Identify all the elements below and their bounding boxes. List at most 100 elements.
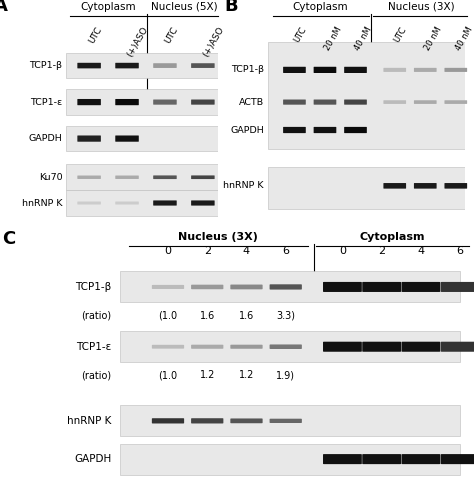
Text: hnRNP K: hnRNP K: [223, 182, 264, 190]
Text: B: B: [225, 0, 238, 15]
Text: 40 nM: 40 nM: [353, 25, 374, 52]
FancyBboxPatch shape: [314, 100, 337, 104]
Text: 2: 2: [204, 246, 211, 256]
FancyBboxPatch shape: [191, 418, 223, 424]
FancyBboxPatch shape: [314, 127, 337, 133]
FancyBboxPatch shape: [344, 67, 367, 73]
Text: (+)ASO: (+)ASO: [125, 25, 150, 58]
FancyBboxPatch shape: [115, 136, 139, 142]
FancyBboxPatch shape: [445, 100, 467, 104]
Text: A: A: [0, 0, 8, 15]
Text: 1.6: 1.6: [200, 311, 215, 321]
FancyBboxPatch shape: [283, 127, 306, 133]
FancyBboxPatch shape: [152, 418, 184, 424]
Text: 4: 4: [243, 246, 250, 256]
Text: (1.0: (1.0: [158, 311, 178, 321]
Text: 3.3): 3.3): [276, 311, 295, 321]
FancyBboxPatch shape: [401, 282, 440, 292]
Text: 40 nM: 40 nM: [454, 25, 474, 52]
Text: 0: 0: [339, 246, 346, 256]
FancyBboxPatch shape: [230, 419, 263, 423]
Text: UTC: UTC: [87, 25, 104, 44]
FancyBboxPatch shape: [77, 63, 101, 68]
Bar: [120, 444, 460, 475]
FancyBboxPatch shape: [323, 342, 362, 352]
Text: hnRNP K: hnRNP K: [67, 416, 111, 426]
Bar: [120, 406, 460, 436]
Text: TCP1-β: TCP1-β: [29, 61, 63, 70]
FancyBboxPatch shape: [191, 63, 215, 68]
Text: Cytoplasm: Cytoplasm: [80, 2, 136, 12]
FancyBboxPatch shape: [414, 68, 437, 72]
FancyBboxPatch shape: [441, 342, 474, 352]
FancyBboxPatch shape: [401, 342, 440, 352]
FancyBboxPatch shape: [230, 345, 263, 349]
FancyBboxPatch shape: [191, 175, 215, 179]
FancyBboxPatch shape: [383, 183, 406, 189]
Text: TCP1-ε: TCP1-ε: [30, 98, 63, 106]
FancyBboxPatch shape: [230, 285, 263, 289]
Bar: [66, 53, 218, 79]
Bar: [120, 271, 460, 303]
Text: 1.6: 1.6: [239, 311, 254, 321]
Bar: [66, 190, 218, 216]
Text: 1.2: 1.2: [239, 370, 254, 381]
Text: UTC: UTC: [392, 25, 409, 43]
Text: 1.2: 1.2: [200, 370, 215, 381]
FancyBboxPatch shape: [153, 100, 177, 104]
Text: 0: 0: [164, 246, 172, 256]
FancyBboxPatch shape: [152, 345, 184, 348]
FancyBboxPatch shape: [344, 100, 367, 104]
FancyBboxPatch shape: [383, 68, 406, 72]
Text: Nucleus (5X): Nucleus (5X): [151, 2, 217, 12]
Text: GAPDH: GAPDH: [29, 134, 63, 143]
FancyBboxPatch shape: [77, 176, 101, 179]
Text: Nucleus (3X): Nucleus (3X): [388, 2, 454, 12]
Text: TCP1-ε: TCP1-ε: [76, 342, 111, 352]
Text: 20 nM: 20 nM: [423, 25, 444, 52]
Bar: [66, 126, 218, 151]
Text: (+)ASO: (+)ASO: [201, 25, 226, 58]
Text: C: C: [2, 229, 16, 247]
FancyBboxPatch shape: [414, 100, 437, 104]
Text: 1.9): 1.9): [276, 370, 295, 381]
FancyBboxPatch shape: [445, 68, 467, 72]
FancyBboxPatch shape: [283, 100, 306, 104]
FancyBboxPatch shape: [441, 282, 474, 292]
FancyBboxPatch shape: [323, 454, 362, 464]
FancyBboxPatch shape: [77, 99, 101, 105]
FancyBboxPatch shape: [191, 345, 223, 349]
Text: GAPDH: GAPDH: [74, 454, 111, 464]
Text: Cytoplasm: Cytoplasm: [360, 231, 425, 242]
FancyBboxPatch shape: [115, 176, 139, 179]
FancyBboxPatch shape: [270, 345, 302, 349]
FancyBboxPatch shape: [323, 282, 362, 292]
Bar: [120, 331, 460, 362]
FancyBboxPatch shape: [115, 202, 139, 204]
FancyBboxPatch shape: [362, 342, 401, 352]
FancyBboxPatch shape: [153, 63, 177, 68]
Text: (hr): (hr): [473, 246, 474, 256]
Text: 6: 6: [282, 246, 289, 256]
FancyBboxPatch shape: [362, 282, 401, 292]
Bar: [268, 166, 465, 209]
FancyBboxPatch shape: [191, 201, 215, 205]
FancyBboxPatch shape: [77, 202, 101, 204]
FancyBboxPatch shape: [314, 67, 337, 73]
Text: hnRNP K: hnRNP K: [22, 199, 63, 207]
Text: 6: 6: [456, 246, 464, 256]
FancyBboxPatch shape: [445, 183, 467, 189]
Text: Cytoplasm: Cytoplasm: [293, 2, 348, 12]
Bar: [66, 89, 218, 115]
Text: (ratio): (ratio): [81, 370, 111, 381]
FancyBboxPatch shape: [270, 285, 302, 289]
Text: Nucleus (3X): Nucleus (3X): [178, 231, 258, 242]
Text: TCP1-β: TCP1-β: [231, 65, 264, 74]
FancyBboxPatch shape: [191, 285, 223, 289]
FancyBboxPatch shape: [344, 127, 367, 133]
Text: TCP1-β: TCP1-β: [75, 282, 111, 292]
FancyBboxPatch shape: [153, 175, 177, 179]
Text: UTC: UTC: [292, 25, 308, 43]
FancyBboxPatch shape: [191, 100, 215, 104]
FancyBboxPatch shape: [283, 67, 306, 73]
